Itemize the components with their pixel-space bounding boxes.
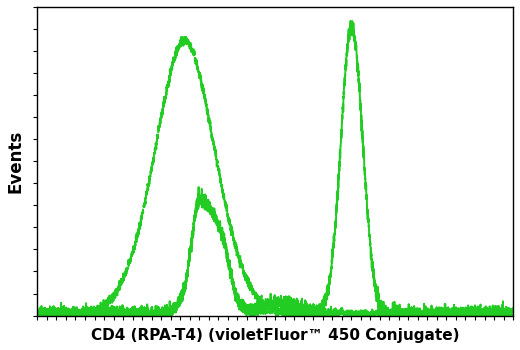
X-axis label: CD4 (RPA-T4) (violetFluor™ 450 Conjugate): CD4 (RPA-T4) (violetFluor™ 450 Conjugate… [91, 328, 460, 343]
Y-axis label: Events: Events [7, 130, 25, 193]
